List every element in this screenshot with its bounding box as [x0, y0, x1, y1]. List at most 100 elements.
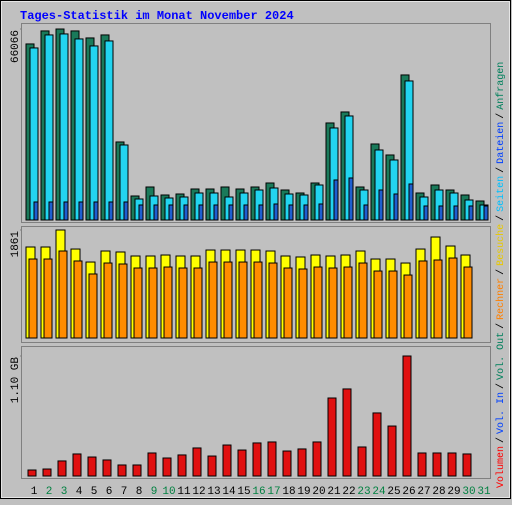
bar — [57, 460, 67, 477]
bar — [463, 266, 473, 339]
bar — [423, 205, 429, 221]
x-tick-label: 21 — [327, 486, 341, 498]
bar — [222, 444, 232, 477]
bar — [78, 201, 84, 221]
x-tick-label: 20 — [312, 486, 325, 498]
bar — [403, 274, 413, 339]
y-tick-label: 1.10 GB — [10, 357, 22, 404]
bar — [147, 452, 157, 477]
x-tick-label: 15 — [237, 486, 250, 498]
bar — [453, 205, 459, 221]
legend-entry: Seiten — [495, 176, 507, 212]
bar — [207, 455, 217, 477]
bar — [267, 441, 277, 477]
bar — [102, 459, 112, 477]
bar — [192, 447, 202, 477]
bar — [438, 205, 444, 221]
bar — [237, 449, 247, 477]
bar — [312, 441, 322, 477]
bar — [298, 268, 308, 339]
x-tick-label: 10 — [162, 486, 175, 498]
bar — [313, 266, 323, 339]
bar — [363, 204, 369, 221]
bar — [447, 452, 457, 477]
legend-separator: / — [495, 215, 507, 221]
bar — [183, 204, 189, 221]
bar — [387, 425, 397, 477]
bar — [208, 261, 218, 339]
x-tick-label: 24 — [372, 486, 386, 498]
bar — [89, 45, 99, 221]
legend-entry: Dateien — [495, 122, 507, 164]
bar — [29, 47, 39, 221]
bar — [162, 457, 172, 477]
bar — [273, 203, 279, 221]
bar — [74, 38, 84, 221]
x-tick-label: 5 — [91, 486, 98, 498]
bar — [72, 453, 82, 477]
bar — [198, 204, 204, 221]
bar — [348, 177, 354, 221]
bar — [303, 204, 309, 221]
bar — [393, 193, 399, 221]
bar — [213, 204, 219, 221]
bar — [253, 261, 263, 339]
bar — [282, 450, 292, 477]
x-tick-label: 29 — [447, 486, 460, 498]
x-tick-label: 22 — [342, 486, 355, 498]
x-tick-label: 11 — [177, 486, 191, 498]
x-tick-label: 6 — [106, 486, 113, 498]
x-tick-label: 26 — [402, 486, 415, 498]
bar — [87, 456, 97, 477]
legend-entry: Volumen — [495, 446, 507, 488]
bar — [333, 179, 339, 221]
bar — [103, 262, 113, 339]
bar — [58, 250, 68, 339]
legend-entry: Besuche — [495, 224, 507, 266]
bar — [297, 448, 307, 477]
bar — [44, 34, 54, 221]
bar — [108, 201, 114, 221]
bar — [283, 267, 293, 339]
x-tick-label: 19 — [297, 486, 310, 498]
bar — [33, 201, 39, 221]
bar — [168, 204, 174, 221]
bar — [178, 267, 188, 339]
x-tick-label: 28 — [432, 486, 445, 498]
legend-separator: / — [495, 437, 507, 443]
x-tick-label: 31 — [477, 486, 491, 498]
bar — [483, 205, 489, 221]
bar — [433, 259, 443, 339]
bar — [258, 204, 264, 221]
bar — [358, 262, 368, 339]
bar — [343, 266, 353, 339]
x-tick-label: 9 — [151, 486, 158, 498]
bar — [193, 267, 203, 339]
x-tick-label: 16 — [252, 486, 265, 498]
y-tick-label: 1861 — [10, 231, 22, 258]
legend-separator: / — [495, 383, 507, 389]
bar — [132, 464, 142, 477]
bar — [148, 267, 158, 339]
bar — [408, 183, 414, 221]
bar — [63, 201, 69, 221]
bar — [373, 270, 383, 339]
legend-separator: / — [495, 113, 507, 119]
bar — [138, 204, 144, 221]
bar — [117, 464, 127, 477]
bar — [28, 258, 38, 339]
x-tick-label: 30 — [462, 486, 475, 498]
bar — [238, 261, 248, 339]
bar — [27, 469, 37, 477]
x-tick-label: 17 — [267, 486, 280, 498]
x-tick-label: 3 — [61, 486, 68, 498]
bar — [327, 397, 337, 477]
legend: Volumen / Vol. In / Vol. Out / Rechner / Besuche… — [495, 62, 507, 488]
bar — [228, 204, 234, 221]
x-tick-label: 14 — [222, 486, 236, 498]
bar — [163, 266, 173, 339]
chart-title: Tages-Statistik im Monat November 2024 — [20, 9, 294, 23]
bar — [378, 189, 384, 221]
outer-bevel — [1, 1, 510, 498]
